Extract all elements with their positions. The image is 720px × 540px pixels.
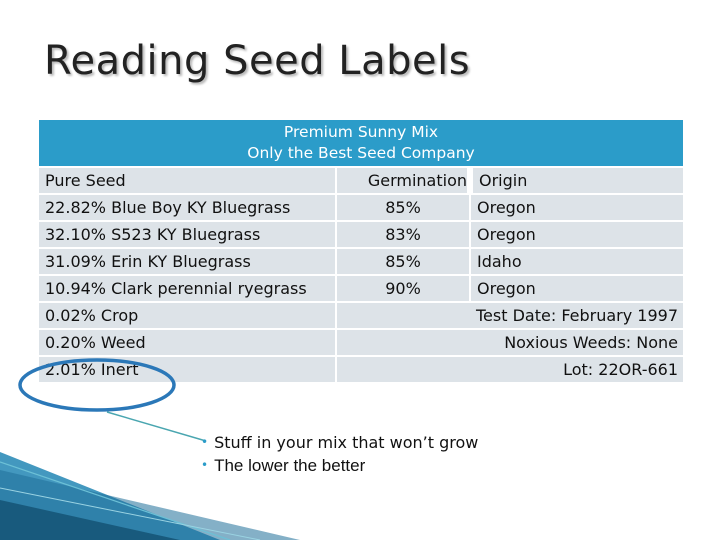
seed-cell: 22.82% Blue Boy KY Bluegrass (37, 193, 337, 222)
callout-bullet-1: • Stuff in your mix that won’t grow (201, 433, 479, 452)
footer-row: 0.02% Crop Test Date: February 1997 (37, 301, 686, 330)
footer-row: 0.20% Weed Noxious Weeds: None (37, 328, 686, 357)
germination-cell: 90% (335, 274, 471, 303)
seed-cell: 31.09% Erin KY Bluegrass (37, 247, 337, 276)
bullet-icon: • (201, 458, 209, 472)
origin-cell: Oregon (468, 220, 686, 249)
column-header-germination: Germination (367, 171, 467, 190)
column-header-row: Pure Seed Germination Origin (37, 166, 686, 195)
pointer-line (106, 411, 207, 442)
table-row: 10.94% Clark perennial ryegrass 90% Oreg… (37, 274, 686, 303)
company-name: Only the Best Seed Company (247, 144, 475, 162)
lot-cell: Lot: 22OR-661 (334, 355, 686, 384)
test-date-cell: Test Date: February 1997 (334, 301, 686, 330)
column-header-pure-seed: Pure Seed (37, 166, 337, 195)
crop-cell: 0.02% Crop (37, 301, 337, 330)
highlight-ellipse (18, 358, 176, 412)
germination-cell: 85% (335, 247, 471, 276)
germination-cell: 83% (335, 220, 471, 249)
table-header: Premium Sunny Mix Only the Best Seed Com… (36, 118, 686, 168)
seed-cell: 10.94% Clark perennial ryegrass (37, 274, 337, 303)
table-row: 31.09% Erin KY Bluegrass 85% Idaho (37, 247, 686, 276)
callout-note: • Stuff in your mix that won’t grow • The … (201, 431, 478, 477)
bullet-icon: • (201, 435, 209, 449)
germination-cell: 85% (335, 193, 471, 222)
noxious-weeds-cell: Noxious Weeds: None (334, 328, 686, 357)
seed-cell: 32.10% S523 KY Bluegrass (37, 220, 337, 249)
product-name: Premium Sunny Mix (283, 123, 439, 141)
page-title: Reading Seed Labels (44, 38, 471, 84)
weed-cell: 0.20% Weed (37, 328, 337, 357)
seed-label-table: Premium Sunny Mix Only the Best Seed Com… (36, 118, 686, 384)
callout-bullet-2: • The lower the better (201, 456, 366, 475)
column-header-origin: Origin (479, 171, 528, 190)
table-header-row: Premium Sunny Mix Only the Best Seed Com… (36, 118, 686, 168)
table-row: 32.10% S523 KY Bluegrass 83% Oregon (37, 220, 686, 249)
origin-cell: Oregon (468, 193, 686, 222)
origin-cell: Oregon (468, 274, 686, 303)
origin-cell: Idaho (468, 247, 686, 276)
table-row: 22.82% Blue Boy KY Bluegrass 85% Oregon (37, 193, 686, 222)
